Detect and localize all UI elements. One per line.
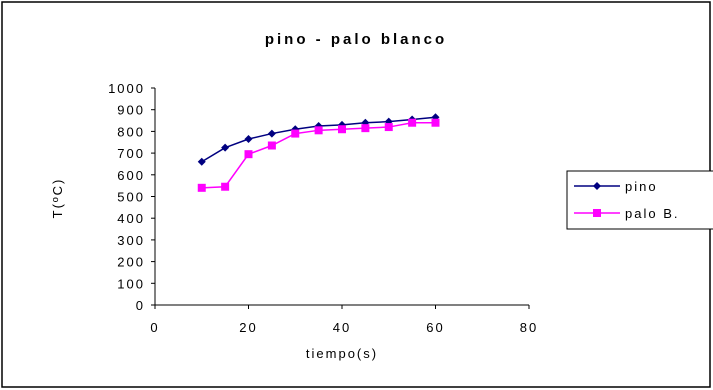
y-tick-label: 1000 bbox=[108, 81, 145, 96]
x-tick-label: 20 bbox=[239, 320, 257, 335]
series-2-point bbox=[221, 182, 230, 191]
series-2-point bbox=[384, 123, 393, 132]
x-tick-label: 40 bbox=[333, 320, 351, 335]
series-1-point bbox=[314, 121, 323, 130]
plot-area: 0 100 200 300 400 500 600 700 800 900 1000 0 20 40 60 8… bbox=[108, 81, 538, 335]
series-1-point bbox=[221, 143, 230, 152]
series-2-point bbox=[431, 118, 440, 127]
series-2-point bbox=[291, 129, 300, 138]
y-axis-label: T(ºC) bbox=[50, 178, 65, 219]
series-2-point bbox=[314, 126, 323, 135]
y-tick-label: 600 bbox=[117, 168, 145, 183]
series-2-point bbox=[244, 150, 253, 159]
legend-box bbox=[566, 170, 713, 230]
y-tick-label: 500 bbox=[117, 190, 145, 205]
series-2-point bbox=[267, 141, 276, 150]
x-tick-label: 60 bbox=[426, 320, 444, 335]
x-axis-label: tiempo(s) bbox=[306, 346, 378, 361]
y-tick-label: 0 bbox=[136, 298, 145, 313]
x-tick-label: 0 bbox=[150, 320, 159, 335]
series-1-point bbox=[267, 129, 276, 138]
y-tick-label: 300 bbox=[117, 233, 145, 248]
series-2-point bbox=[338, 125, 346, 134]
y-tick-label: 400 bbox=[117, 211, 145, 226]
y-tick-label: 800 bbox=[117, 124, 145, 139]
series-2-point bbox=[361, 124, 370, 133]
chart-title: pino - palo blanco bbox=[265, 31, 447, 48]
legend-label: pino bbox=[625, 179, 658, 194]
series-2-point bbox=[408, 118, 417, 127]
series-1-point bbox=[244, 134, 253, 143]
series-1-point bbox=[197, 157, 206, 166]
y-tick-label: 900 bbox=[117, 103, 145, 118]
y-tick-label: 100 bbox=[117, 276, 145, 291]
x-tick-label: 80 bbox=[520, 320, 538, 335]
y-tick-label: 700 bbox=[117, 146, 145, 161]
legend-label: palo B. bbox=[625, 206, 679, 221]
series-2-point bbox=[197, 183, 206, 192]
legend-swatch-marker bbox=[593, 209, 601, 217]
legend: pino palo B. bbox=[566, 170, 713, 230]
y-tick-label: 200 bbox=[117, 255, 145, 270]
legend-swatch-marker bbox=[593, 182, 601, 190]
